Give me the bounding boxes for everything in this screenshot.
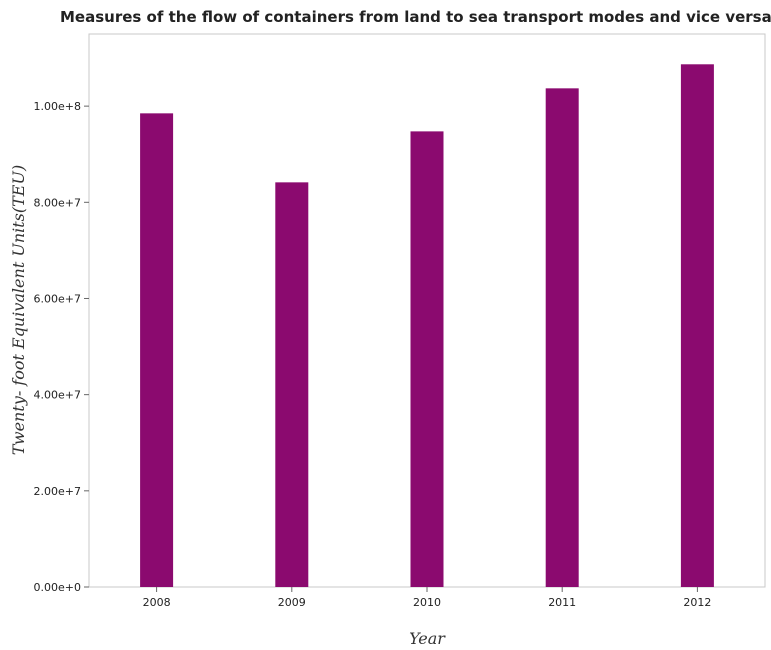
- y-tick-label: 6.00e+7: [34, 292, 81, 305]
- bar-2011: [545, 88, 579, 588]
- y-axis-title: Twenty- foot Equivalent Units(TEU): [9, 165, 28, 455]
- bar-2010: [410, 131, 444, 587]
- x-tick-label: 2011: [548, 596, 576, 609]
- x-axis-title: Year: [409, 629, 446, 648]
- bars-group: [140, 64, 714, 588]
- y-tick-label: 8.00e+7: [34, 196, 81, 209]
- bar-2008: [140, 113, 174, 587]
- x-axis-ticks: 2008 2009 2010 2011 2012: [143, 587, 711, 609]
- y-tick-label: 4.00e+7: [34, 389, 81, 402]
- x-tick-label: 2008: [143, 596, 171, 609]
- bar-2009: [275, 182, 309, 587]
- y-axis-ticks: 0.00e+0 2.00e+7 4.00e+7 6.00e+7 8.00e+7 1.00e…: [34, 100, 89, 594]
- y-tick-label: 1.00e+8: [34, 100, 81, 113]
- x-tick-label: 2010: [413, 596, 441, 609]
- y-tick-label: 0.00e+0: [34, 581, 81, 594]
- bar-2012: [680, 64, 714, 587]
- x-tick-label: 2012: [683, 596, 711, 609]
- x-tick-label: 2009: [278, 596, 306, 609]
- chart-title: Measures of the flow of containers from …: [60, 8, 771, 26]
- y-tick-label: 2.00e+7: [34, 485, 81, 498]
